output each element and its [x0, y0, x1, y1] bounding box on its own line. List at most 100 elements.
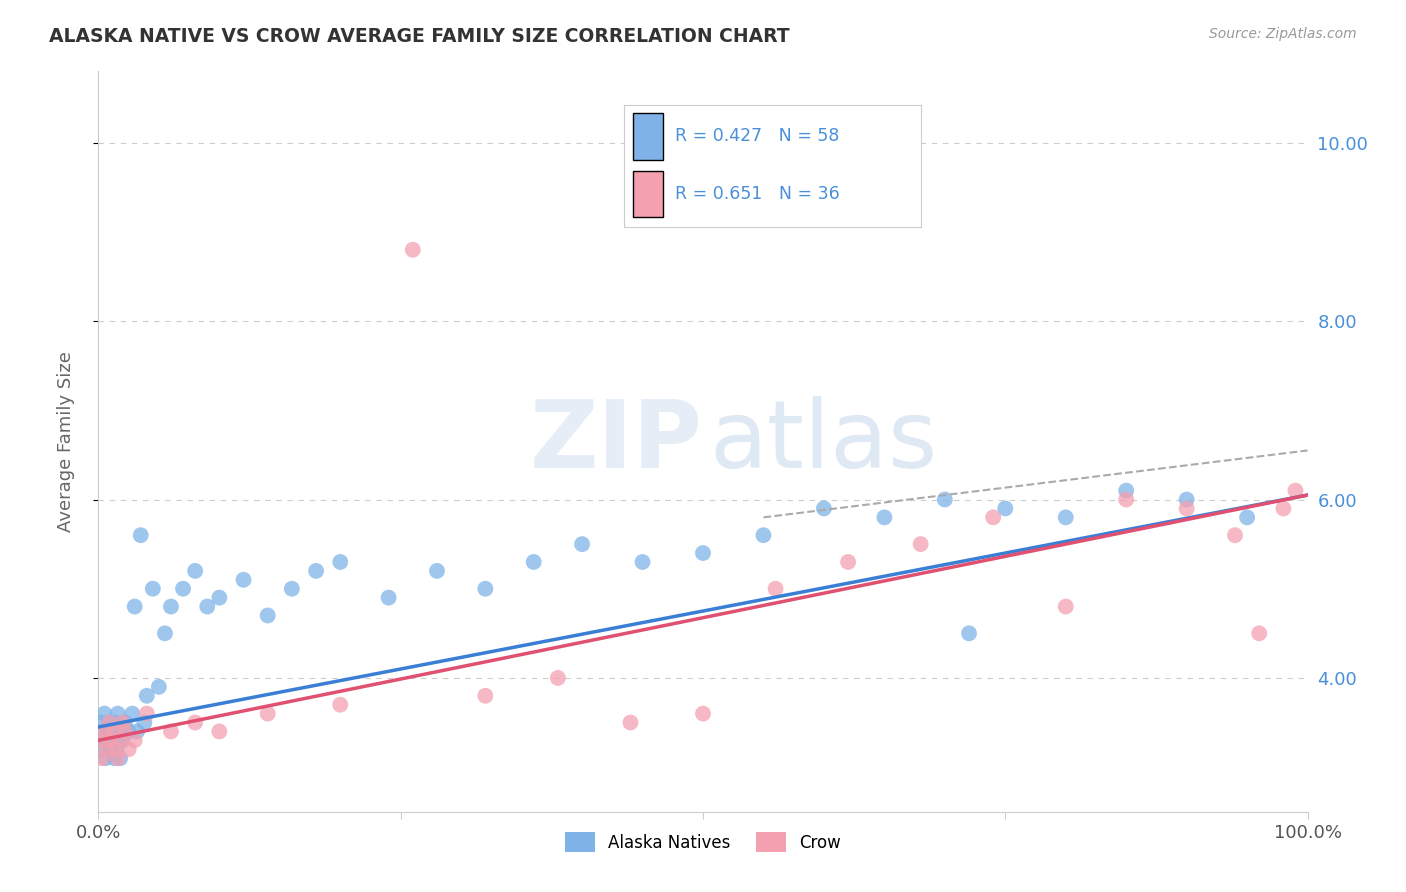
Point	[97, 733, 120, 747]
Point	[103, 751, 125, 765]
Point	[89, 733, 111, 747]
Point	[172, 582, 194, 596]
Point	[619, 715, 641, 730]
Point	[127, 724, 149, 739]
Point	[692, 706, 714, 721]
Point	[474, 689, 496, 703]
Point	[142, 582, 165, 596]
Point	[208, 724, 231, 739]
Point	[94, 751, 117, 765]
Point	[752, 528, 775, 542]
Point	[96, 742, 118, 756]
Point	[118, 742, 141, 756]
Point	[118, 724, 141, 739]
Point	[329, 555, 352, 569]
Point	[910, 537, 932, 551]
Point	[1115, 483, 1137, 498]
Point	[1175, 492, 1198, 507]
Point	[994, 501, 1017, 516]
Point	[184, 715, 207, 730]
Point	[110, 724, 132, 739]
Point	[1272, 501, 1295, 516]
Point	[256, 608, 278, 623]
Text: ZIP: ZIP	[530, 395, 703, 488]
Point	[1054, 510, 1077, 524]
Point	[474, 582, 496, 596]
Point	[93, 706, 115, 721]
Point	[281, 582, 304, 596]
Point	[89, 733, 111, 747]
Point	[402, 243, 425, 257]
Point	[148, 680, 170, 694]
Point	[837, 555, 859, 569]
Point	[104, 715, 127, 730]
Point	[90, 715, 112, 730]
Point	[93, 724, 115, 739]
Y-axis label: Average Family Size: Average Family Size	[56, 351, 75, 532]
Point	[934, 492, 956, 507]
Point	[98, 715, 121, 730]
Legend: Alaska Natives, Crow: Alaska Natives, Crow	[558, 825, 848, 859]
Point	[256, 706, 278, 721]
Point	[124, 733, 146, 747]
Point	[1249, 626, 1271, 640]
Point	[957, 626, 980, 640]
Point	[160, 599, 183, 614]
Text: atlas: atlas	[709, 395, 938, 488]
Point	[1115, 492, 1137, 507]
Point	[631, 555, 654, 569]
Point	[124, 599, 146, 614]
Text: Source: ZipAtlas.com: Source: ZipAtlas.com	[1209, 27, 1357, 41]
Point	[121, 706, 143, 721]
Point	[91, 751, 114, 765]
Point	[98, 715, 121, 730]
Point	[160, 724, 183, 739]
Point	[208, 591, 231, 605]
Point	[1236, 510, 1258, 524]
Point	[184, 564, 207, 578]
Point	[1284, 483, 1306, 498]
Point	[114, 715, 136, 730]
Text: ALASKA NATIVE VS CROW AVERAGE FAMILY SIZE CORRELATION CHART: ALASKA NATIVE VS CROW AVERAGE FAMILY SIZ…	[49, 27, 790, 45]
Point	[104, 742, 127, 756]
Point	[91, 742, 114, 756]
Point	[1223, 528, 1246, 542]
Point	[523, 555, 546, 569]
Point	[571, 537, 593, 551]
Point	[107, 751, 129, 765]
Point	[765, 582, 787, 596]
Point	[135, 706, 157, 721]
Point	[426, 564, 449, 578]
Point	[873, 510, 896, 524]
Point	[1175, 501, 1198, 516]
Point	[108, 733, 131, 747]
Point	[100, 733, 122, 747]
Point	[1054, 599, 1077, 614]
Point	[305, 564, 328, 578]
Point	[135, 689, 157, 703]
Point	[692, 546, 714, 560]
Point	[101, 724, 124, 739]
Point	[377, 591, 399, 605]
Point	[129, 528, 152, 542]
Point	[813, 501, 835, 516]
Point	[329, 698, 352, 712]
Point	[96, 724, 118, 739]
Point	[100, 742, 122, 756]
Point	[91, 724, 114, 739]
Point	[100, 724, 122, 739]
Point	[108, 751, 131, 765]
Point	[108, 733, 131, 747]
Point	[981, 510, 1004, 524]
Point	[195, 599, 218, 614]
Point	[107, 706, 129, 721]
Point	[101, 733, 124, 747]
Point	[134, 715, 156, 730]
Point	[111, 733, 134, 747]
Point	[114, 724, 136, 739]
Point	[232, 573, 254, 587]
Point	[153, 626, 176, 640]
Point	[547, 671, 569, 685]
Point	[111, 715, 134, 730]
Point	[105, 742, 128, 756]
